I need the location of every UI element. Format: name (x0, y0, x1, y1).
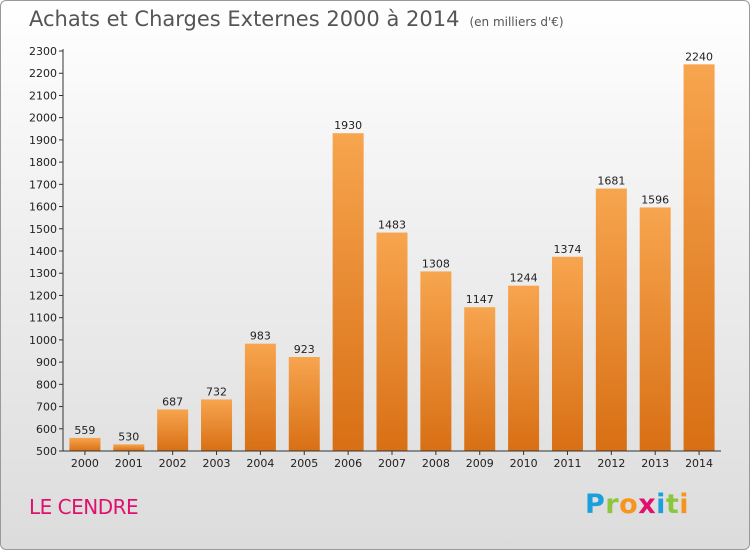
y-tick-label: 2000 (29, 112, 57, 125)
bar (420, 271, 452, 451)
bar (244, 343, 276, 451)
bar (288, 357, 320, 451)
x-tick-label: 2012 (597, 457, 625, 470)
bar-value-label: 1930 (334, 119, 362, 132)
y-tick-label: 700 (36, 401, 57, 414)
bar-value-label: 687 (162, 395, 183, 408)
logo-letter: x (638, 489, 657, 520)
bar (201, 399, 233, 451)
bar (683, 64, 715, 452)
x-tick-label: 2009 (466, 457, 494, 470)
x-tick-label: 2000 (71, 457, 99, 470)
y-tick-label: 600 (36, 423, 57, 436)
bar-value-label: 1483 (378, 219, 406, 232)
y-tick-label: 1200 (29, 289, 57, 302)
y-tick-label: 1700 (29, 178, 57, 191)
bar (376, 232, 408, 451)
y-tick-label: 1300 (29, 267, 57, 280)
bar (332, 133, 364, 451)
commune-name: LE CENDRE (29, 495, 139, 519)
bar (157, 409, 189, 451)
chart-title: Achats et Charges Externes 2000 à 2014 (e… (29, 7, 564, 31)
x-tick-label: 2008 (422, 457, 450, 470)
x-tick-label: 2001 (115, 457, 143, 470)
bar-value-label: 1147 (466, 293, 494, 306)
x-tick-label: 2003 (203, 457, 231, 470)
bar (69, 437, 101, 451)
bar-value-label: 1308 (422, 257, 450, 270)
y-tick-label: 1900 (29, 134, 57, 147)
x-tick-label: 2010 (510, 457, 538, 470)
y-tick-label: 500 (36, 445, 57, 458)
bar-value-label: 1374 (553, 243, 581, 256)
chart-title-text: Achats et Charges Externes 2000 à 2014 (29, 7, 460, 31)
y-tick-label: 1100 (29, 312, 57, 325)
chart-unit: (en milliers d'€) (469, 15, 564, 29)
logo-letter: r (605, 489, 620, 520)
proxiti-logo: Proxiti (585, 489, 689, 520)
y-tick-label: 1600 (29, 201, 57, 214)
bar (113, 444, 145, 451)
x-tick-label: 2014 (685, 457, 713, 470)
bar-value-label: 1244 (510, 272, 538, 285)
y-tick-label: 1800 (29, 156, 57, 169)
y-tick-label: 1400 (29, 245, 57, 258)
x-tick-label: 2002 (159, 457, 187, 470)
bar (508, 285, 540, 451)
x-tick-label: 2005 (290, 457, 318, 470)
bar-value-label: 2240 (685, 50, 713, 63)
bar (639, 207, 671, 451)
x-tick-label: 2013 (641, 457, 669, 470)
bar-value-label: 1681 (597, 175, 625, 188)
logo-letter: i (679, 489, 690, 520)
y-tick-label: 2100 (29, 89, 57, 102)
x-tick-label: 2011 (553, 457, 581, 470)
logo-letter: i (656, 489, 666, 520)
x-tick-label: 2006 (334, 457, 362, 470)
bar (551, 256, 583, 451)
bar-value-label: 530 (118, 430, 139, 443)
logo-letter: P (585, 489, 606, 520)
y-tick-label: 900 (36, 356, 57, 369)
bar-value-label: 732 (206, 385, 227, 398)
bar-value-label: 559 (74, 424, 95, 437)
logo-letter: o (619, 489, 639, 520)
bar (464, 307, 496, 451)
bar-value-label: 1596 (641, 193, 669, 206)
logo-letter: t (665, 489, 680, 520)
y-tick-label: 2300 (29, 45, 57, 58)
x-tick-label: 2004 (246, 457, 274, 470)
bar (595, 188, 627, 452)
y-tick-label: 1000 (29, 334, 57, 347)
bar-value-label: 983 (250, 330, 271, 343)
x-tick-label: 2007 (378, 457, 406, 470)
y-tick-label: 1500 (29, 223, 57, 236)
y-tick-label: 2200 (29, 67, 57, 80)
y-tick-label: 800 (36, 378, 57, 391)
bar-value-label: 923 (294, 343, 315, 356)
